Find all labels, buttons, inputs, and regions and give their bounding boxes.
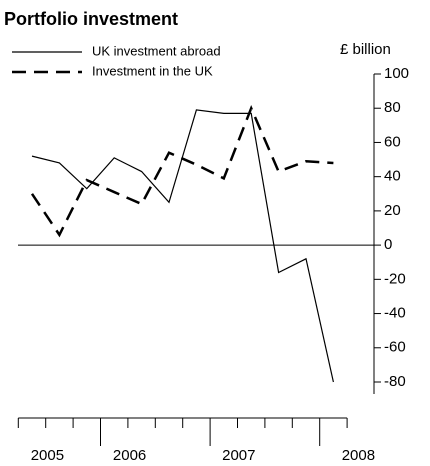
x-tick-label: 2005 bbox=[31, 447, 64, 464]
series-line bbox=[31, 109, 334, 383]
y-tick-label: -60 bbox=[384, 339, 406, 356]
y-tick-label: 60 bbox=[384, 133, 401, 150]
y-tick-label: 0 bbox=[384, 236, 392, 253]
y-tick-label: 100 bbox=[384, 65, 409, 82]
x-tick-label: 2007 bbox=[222, 447, 255, 464]
legend-label: Investment in the UK bbox=[92, 63, 213, 78]
chart-title: Portfolio investment bbox=[4, 9, 178, 29]
x-tick-label: 2008 bbox=[342, 447, 375, 464]
y-tick-label: -80 bbox=[384, 373, 406, 390]
y-tick-label: 80 bbox=[384, 99, 401, 116]
y-axis-label: £ billion bbox=[340, 41, 391, 58]
legend-label: UK investment abroad bbox=[92, 43, 221, 58]
y-tick-label: 20 bbox=[384, 202, 401, 219]
x-tick-label: 2006 bbox=[113, 447, 146, 464]
y-tick-label: 40 bbox=[384, 168, 401, 185]
y-tick-label: -40 bbox=[384, 305, 406, 322]
series-line bbox=[30, 104, 334, 238]
y-tick-label: -20 bbox=[384, 270, 406, 287]
